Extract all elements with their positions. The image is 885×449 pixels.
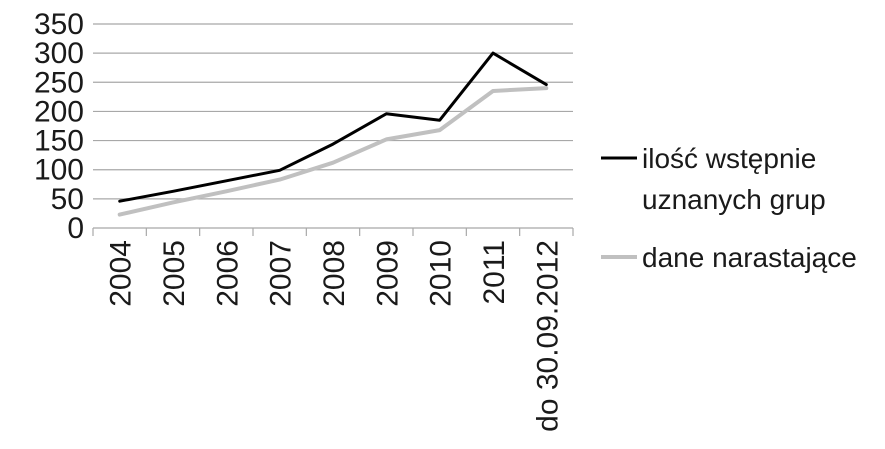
x-tick-label: 2011	[478, 240, 511, 305]
legend-label-line: uznanych grup	[642, 184, 826, 215]
x-tick-label: 2009	[371, 240, 404, 307]
y-tick-label: 150	[34, 125, 84, 158]
x-tick-label: 2006	[211, 240, 244, 307]
x-tick-label: do 30.09.2012	[531, 240, 564, 432]
y-tick-label: 0	[67, 212, 84, 245]
y-tick-label: 200	[34, 95, 84, 128]
legend-label-line: dane narastające	[642, 242, 857, 273]
x-tick-label: 2010	[425, 240, 458, 307]
x-tick-label: 2008	[318, 240, 351, 307]
x-tick-label: 2005	[158, 240, 191, 307]
y-tick-label: 50	[51, 183, 84, 216]
legend: ilość wstępnie uznanych grup dane narastaj…	[601, 143, 857, 273]
legend-label-2: dane narastające	[642, 242, 857, 273]
series-line-2	[117, 86, 549, 217]
x-tick-label: 2007	[265, 240, 298, 307]
series-line-1	[118, 51, 548, 203]
y-tick-label: 250	[34, 66, 84, 99]
x-axis-tick-labels: 2004 2005 2006 2007 2008 2009 2010 2011 do 30.09…	[105, 240, 565, 432]
y-tick-label: 350	[34, 8, 84, 41]
legend-label-line: ilość wstępnie	[642, 143, 816, 174]
y-tick-label: 100	[34, 154, 84, 187]
series-lines	[117, 51, 549, 217]
x-tick-label: 2004	[105, 240, 138, 307]
legend-label-1: ilość wstępnie uznanych grup	[642, 143, 826, 215]
y-tick-label: 300	[34, 37, 84, 70]
gridlines	[92, 23, 574, 236]
